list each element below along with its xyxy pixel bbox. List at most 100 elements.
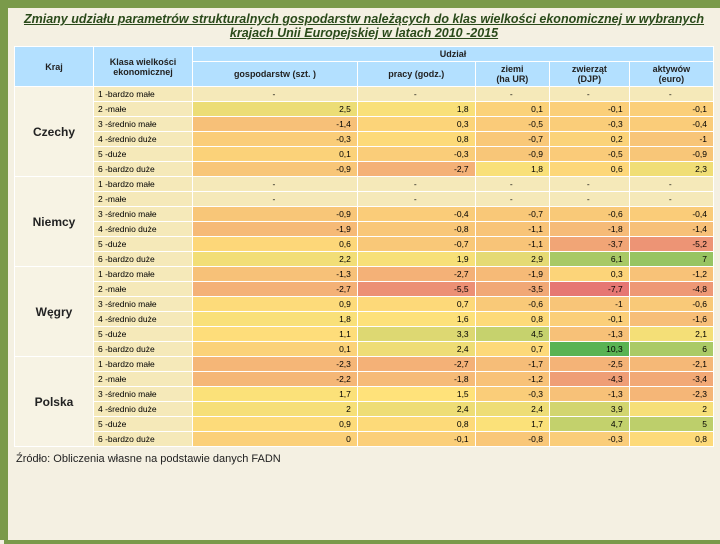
value-cell: 0,9 xyxy=(193,417,358,432)
value-cell: -0,1 xyxy=(629,102,713,117)
value-cell: -3,5 xyxy=(475,282,549,297)
klasa-cell: 5 -duże xyxy=(94,417,193,432)
klasa-cell: 4 -średnio duże xyxy=(94,132,193,147)
value-cell: 0,1 xyxy=(193,147,358,162)
value-cell: 1,7 xyxy=(193,387,358,402)
value-cell: 3,9 xyxy=(549,402,629,417)
table-row: 3 -średnio małe1,71,5-0,3-1,3-2,3 xyxy=(15,387,714,402)
table-row: Polska1 -bardzo małe-2,3-2,7-1,7-2,5-2,1 xyxy=(15,357,714,372)
value-cell: -2,2 xyxy=(193,372,358,387)
country-cell: Węgry xyxy=(15,267,94,357)
value-cell: - xyxy=(193,177,358,192)
value-cell: -0,3 xyxy=(549,432,629,447)
klasa-cell: 6 -bardzo duże xyxy=(94,252,193,267)
value-cell: 1,8 xyxy=(475,162,549,177)
value-cell: -2,5 xyxy=(549,357,629,372)
value-cell: - xyxy=(549,87,629,102)
source-text: Źródło: Obliczenia własne na podstawie d… xyxy=(8,447,720,471)
value-cell: -2,7 xyxy=(357,162,475,177)
klasa-cell: 5 -duże xyxy=(94,237,193,252)
klasa-cell: 1 -bardzo małe xyxy=(94,357,193,372)
value-cell: -0,6 xyxy=(475,297,549,312)
hdr-col-1: pracy (godz.) xyxy=(357,62,475,87)
value-cell: 2,4 xyxy=(357,342,475,357)
value-cell: -1,2 xyxy=(475,372,549,387)
value-cell: -1,1 xyxy=(475,222,549,237)
table-row: 5 -duże0,1-0,3-0,9-0,5-0,9 xyxy=(15,147,714,162)
value-cell: - xyxy=(193,87,358,102)
table-row: 4 -średnio duże22,42,43,92 xyxy=(15,402,714,417)
table-row: 2 -małe-2,7-5,5-3,5-7,7-4,8 xyxy=(15,282,714,297)
value-cell: 0,2 xyxy=(549,132,629,147)
value-cell: -0,5 xyxy=(475,117,549,132)
value-cell: -1,2 xyxy=(629,267,713,282)
value-cell: 2 xyxy=(193,402,358,417)
klasa-cell: 6 -bardzo duże xyxy=(94,432,193,447)
value-cell: -2,1 xyxy=(629,357,713,372)
table-row: 5 -duże1,13,34,5-1,32,1 xyxy=(15,327,714,342)
value-cell: - xyxy=(357,87,475,102)
data-table: Kraj Klasa wielkości ekonomicznej Udział… xyxy=(14,46,714,447)
value-cell: -0,1 xyxy=(549,312,629,327)
table-row: 2 -małe----- xyxy=(15,192,714,207)
value-cell: -0,1 xyxy=(357,432,475,447)
table-row: 2 -małe2,51,80,1-0,1-0,1 xyxy=(15,102,714,117)
value-cell: -5,5 xyxy=(357,282,475,297)
table-row: Węgry1 -bardzo małe-1,3-2,7-1,90,3-1,2 xyxy=(15,267,714,282)
klasa-cell: 5 -duże xyxy=(94,147,193,162)
value-cell: 2,2 xyxy=(193,252,358,267)
value-cell: -1,4 xyxy=(629,222,713,237)
table-row: 2 -małe-2,2-1,8-1,2-4,3-3,4 xyxy=(15,372,714,387)
value-cell: -0,7 xyxy=(475,207,549,222)
value-cell: -1,9 xyxy=(475,267,549,282)
value-cell: 10,3 xyxy=(549,342,629,357)
value-cell: -1 xyxy=(629,132,713,147)
klasa-cell: 4 -średnio duże xyxy=(94,402,193,417)
value-cell: 6 xyxy=(629,342,713,357)
value-cell: - xyxy=(475,87,549,102)
value-cell: -0,4 xyxy=(357,207,475,222)
value-cell: -0,3 xyxy=(357,147,475,162)
value-cell: -2,3 xyxy=(193,357,358,372)
value-cell: 0,8 xyxy=(357,132,475,147)
value-cell: -4,8 xyxy=(629,282,713,297)
value-cell: - xyxy=(549,177,629,192)
value-cell: 0,6 xyxy=(549,162,629,177)
value-cell: 7 xyxy=(629,252,713,267)
value-cell: 1,8 xyxy=(357,102,475,117)
klasa-cell: 2 -małe xyxy=(94,192,193,207)
table-row: 6 -bardzo duże-0,9-2,71,80,62,3 xyxy=(15,162,714,177)
value-cell: 2,3 xyxy=(629,162,713,177)
table-row: 6 -bardzo duże0,12,40,710,36 xyxy=(15,342,714,357)
value-cell: -1,8 xyxy=(357,372,475,387)
value-cell: - xyxy=(475,192,549,207)
value-cell: -1,3 xyxy=(549,327,629,342)
value-cell: -0,6 xyxy=(629,297,713,312)
value-cell: -2,7 xyxy=(357,267,475,282)
value-cell: -0,4 xyxy=(629,207,713,222)
klasa-cell: 3 -średnio małe xyxy=(94,297,193,312)
value-cell: -0,5 xyxy=(549,147,629,162)
value-cell: 0,9 xyxy=(193,297,358,312)
value-cell: -0,9 xyxy=(629,147,713,162)
value-cell: 0,8 xyxy=(629,432,713,447)
klasa-cell: 4 -średnio duże xyxy=(94,222,193,237)
country-cell: Czechy xyxy=(15,87,94,177)
value-cell: 0,7 xyxy=(357,297,475,312)
value-cell: - xyxy=(475,177,549,192)
value-cell: -2,7 xyxy=(357,357,475,372)
value-cell: 2,4 xyxy=(475,402,549,417)
value-cell: 0,1 xyxy=(193,342,358,357)
value-cell: - xyxy=(357,192,475,207)
table-row: 4 -średnio duże1,81,60,8-0,1-1,6 xyxy=(15,312,714,327)
value-cell: -3,7 xyxy=(549,237,629,252)
value-cell: -1 xyxy=(549,297,629,312)
value-cell: -1,7 xyxy=(475,357,549,372)
value-cell: 0,7 xyxy=(475,342,549,357)
value-cell: -1,3 xyxy=(549,387,629,402)
klasa-cell: 1 -bardzo małe xyxy=(94,267,193,282)
hdr-col-3: zwierząt (DJP) xyxy=(549,62,629,87)
value-cell: 0,8 xyxy=(357,417,475,432)
value-cell: -1,6 xyxy=(629,312,713,327)
value-cell: -1,8 xyxy=(549,222,629,237)
